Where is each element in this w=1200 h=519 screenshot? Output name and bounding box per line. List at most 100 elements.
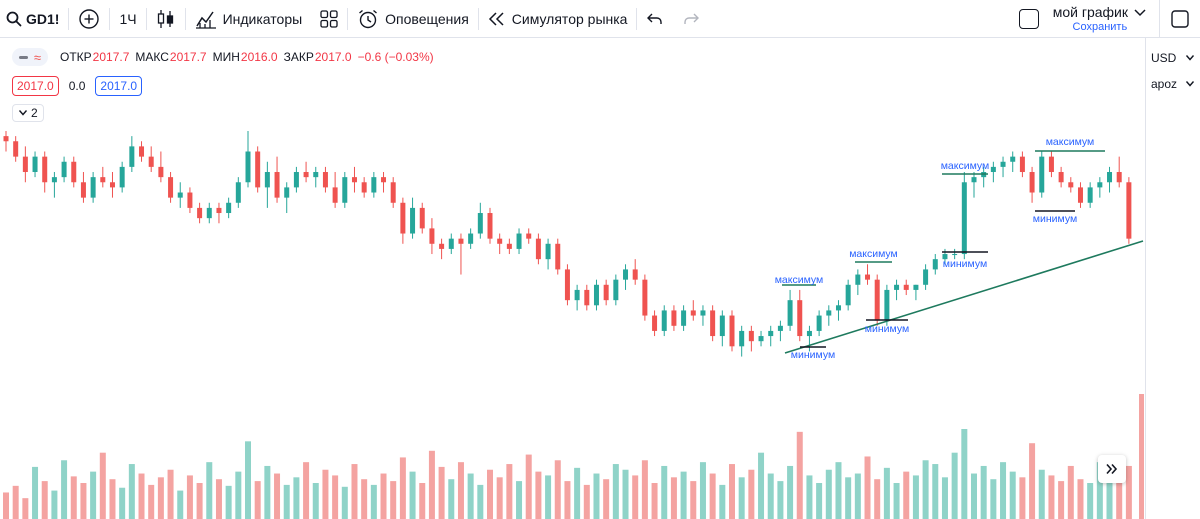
compare-symbol-button[interactable] — [69, 0, 109, 38]
candle — [332, 172, 338, 208]
alarm-clock-icon — [359, 9, 378, 28]
candle — [22, 146, 28, 183]
candle — [603, 279, 609, 306]
low-marker[interactable]: минимум — [791, 346, 835, 361]
volume-bar — [225, 485, 232, 519]
buy-button[interactable]: 2017.0 — [95, 76, 143, 96]
candle — [410, 197, 416, 239]
volume-bar — [419, 483, 426, 519]
candle — [1097, 177, 1103, 198]
layout-checkbox[interactable] — [1018, 9, 1039, 29]
fullscreen-button[interactable] — [1159, 0, 1200, 38]
volume-bar — [1000, 462, 1007, 519]
symbol-search-button[interactable]: GD1! — [0, 0, 68, 38]
low-marker[interactable]: минимум — [942, 251, 988, 270]
candle — [303, 161, 309, 183]
volume-bar — [574, 467, 581, 519]
candle — [109, 172, 115, 198]
chevron-down-icon — [1185, 55, 1195, 61]
volume-bar — [177, 490, 184, 519]
candle — [1126, 177, 1132, 244]
volume-bar — [816, 483, 823, 519]
volume-bar — [477, 484, 484, 519]
replay-label: Симулятор рынка — [511, 10, 628, 27]
high-marker[interactable]: максимум — [941, 160, 990, 175]
low-marker[interactable]: минимум — [1033, 210, 1077, 225]
volume-bar — [1139, 394, 1144, 519]
close-label: ЗАКР — [283, 50, 314, 64]
candle — [51, 172, 57, 198]
volume-bar — [661, 465, 668, 519]
candle — [719, 310, 725, 347]
undo-button[interactable] — [637, 0, 673, 38]
indicators-collapse-button[interactable]: 2 — [12, 104, 44, 122]
volume-bar — [941, 477, 948, 519]
volume-bar — [370, 484, 377, 519]
candle — [264, 161, 270, 208]
high-marker[interactable]: максимум — [849, 248, 898, 263]
candle — [497, 233, 503, 255]
candle — [623, 264, 629, 290]
volume-bar — [603, 479, 610, 519]
volume-bar — [254, 481, 261, 519]
trade-row: 2017.0 0.0 2017.0 — [12, 76, 143, 96]
toolbar-divider — [145, 7, 147, 30]
candle — [787, 289, 793, 331]
candle — [506, 238, 512, 255]
volume-bar — [951, 452, 958, 519]
scroll-to-realtime-button[interactable] — [1098, 455, 1126, 483]
templates-button[interactable] — [311, 0, 347, 38]
volume-bar — [215, 479, 222, 519]
volume-bar — [312, 483, 319, 519]
candle — [119, 161, 125, 193]
low-value: 2016.0 — [240, 50, 278, 64]
low-marker[interactable]: минимум — [865, 319, 909, 335]
layout-title: мой график — [1052, 4, 1128, 21]
volume-bar — [864, 456, 871, 519]
ohlc-legend: ≈ ОТКР 2017.7 МАКС 2017.7 МИН 2016.0 ЗАК… — [12, 48, 440, 66]
chart-type-button[interactable] — [147, 0, 185, 38]
price-scale-panel[interactable] — [1145, 38, 1200, 519]
indicators-button[interactable]: Индикаторы — [186, 0, 312, 38]
candle — [129, 136, 135, 173]
candle — [700, 305, 706, 326]
volume-bar — [516, 481, 523, 519]
candle — [884, 284, 890, 326]
chevron-down-icon — [1185, 81, 1195, 87]
legend-visibility-toggle[interactable]: ≈ — [12, 48, 48, 66]
candle — [371, 172, 377, 198]
candle — [923, 264, 929, 290]
volume-bar — [303, 462, 310, 519]
candle — [1116, 156, 1122, 188]
candle — [3, 131, 9, 152]
high-marker[interactable]: максимум — [1035, 136, 1105, 152]
high-value: 2017.7 — [169, 50, 207, 64]
volume-bar — [293, 477, 300, 519]
volume-bar — [157, 477, 164, 519]
layout-menu-button[interactable]: мой график Сохранить — [1049, 4, 1159, 33]
sell-button[interactable]: 2017.0 — [12, 76, 59, 96]
candle — [168, 172, 174, 203]
save-link[interactable]: Сохранить — [1072, 20, 1128, 33]
currency-select[interactable]: USD — [1147, 48, 1199, 68]
scale-mode-select[interactable]: apoz — [1147, 74, 1199, 94]
volume-bar — [883, 467, 890, 519]
interval-button[interactable]: 1Ч — [110, 0, 145, 38]
alerts-button[interactable]: Оповещения — [348, 0, 478, 38]
replay-button[interactable]: Симулятор рынка — [479, 0, 637, 38]
candle — [197, 202, 203, 224]
volume-bar — [467, 473, 474, 519]
candle — [439, 238, 445, 260]
candle — [1010, 151, 1016, 173]
toolbar-divider — [636, 7, 638, 30]
redo-button[interactable] — [673, 0, 709, 38]
high-marker[interactable]: максимум — [775, 274, 824, 286]
volume-bar — [90, 471, 97, 519]
candle — [284, 182, 290, 214]
candle — [593, 279, 599, 311]
trendline[interactable] — [784, 240, 1144, 354]
candle — [1058, 166, 1064, 188]
price-chart[interactable]: максимум минимум максимум минимум максимум ми… — [0, 38, 1200, 519]
candle — [642, 274, 648, 321]
open-label: ОТКР — [60, 50, 92, 64]
